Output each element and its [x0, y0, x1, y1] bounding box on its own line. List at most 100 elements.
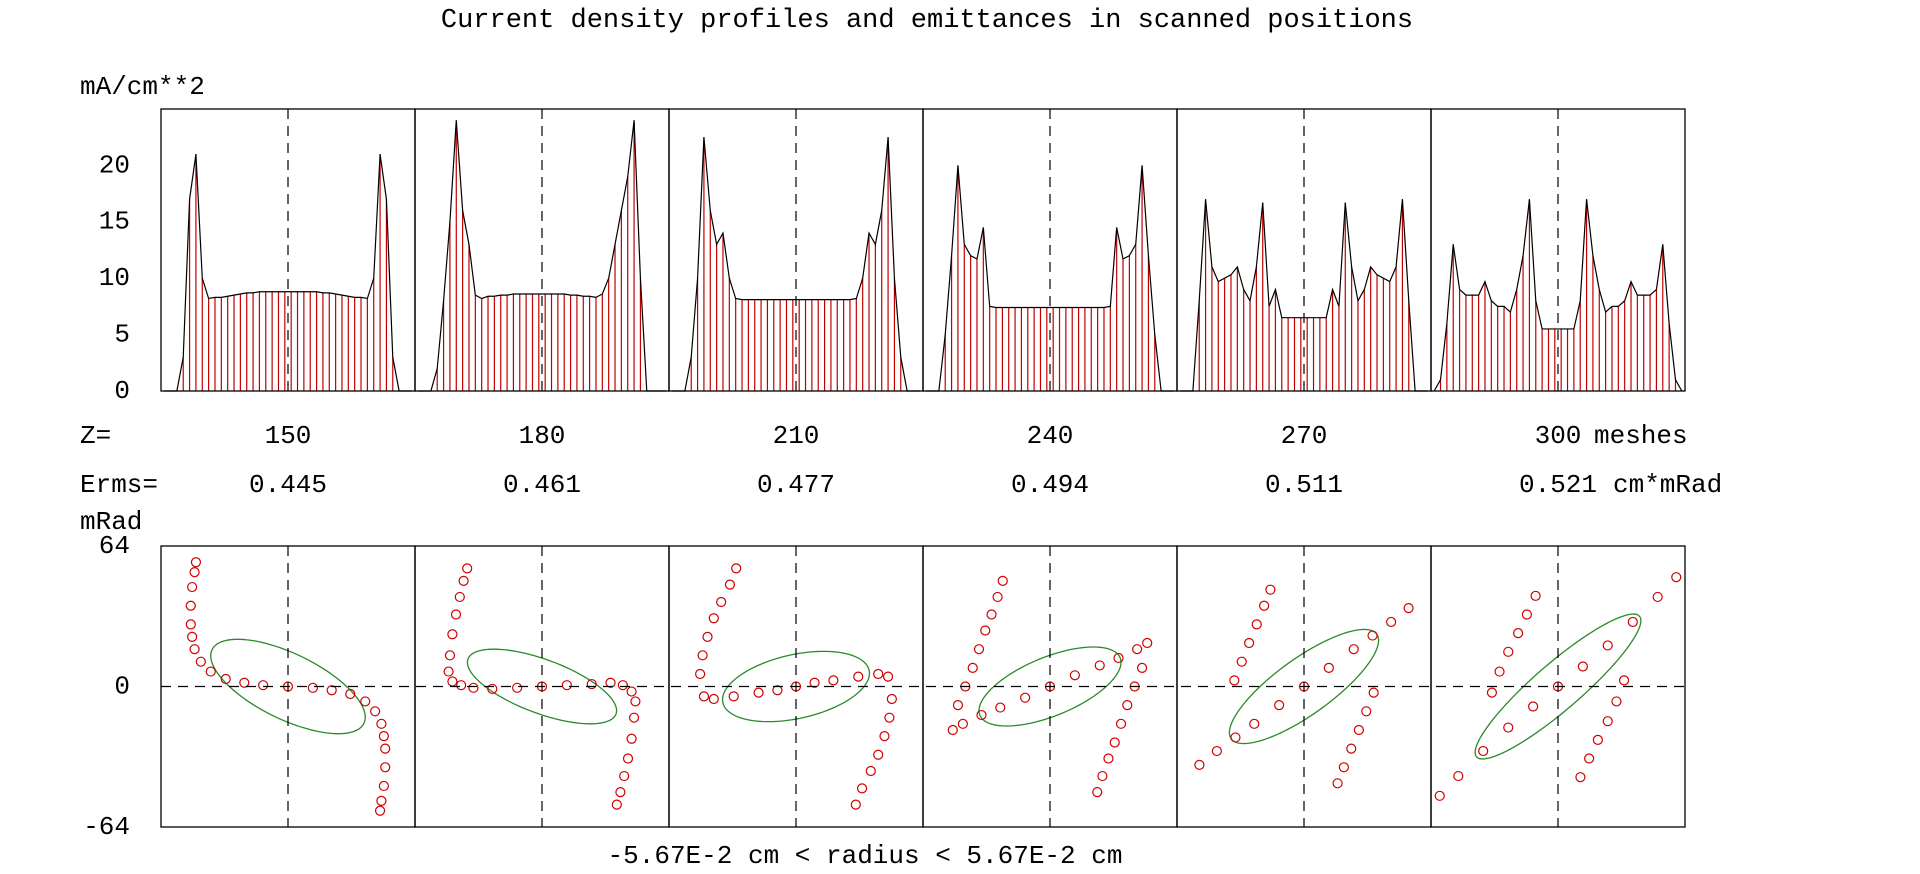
erms-value: 0.511: [1265, 470, 1343, 500]
particle: [1236, 656, 1247, 667]
particle: [454, 591, 465, 603]
particle: [1403, 603, 1414, 614]
particle: [853, 671, 864, 682]
particle: [220, 673, 231, 685]
particle: [630, 696, 641, 707]
particle: [611, 799, 622, 810]
particle: [374, 805, 386, 816]
particle: [1521, 609, 1532, 620]
particle: [1094, 660, 1105, 671]
z-unit: meshes: [1594, 421, 1688, 451]
particle: [462, 563, 473, 574]
particle: [376, 718, 387, 729]
particle: [1592, 734, 1603, 745]
particle: [728, 691, 739, 702]
particle: [380, 743, 391, 754]
particle: [1478, 745, 1489, 757]
particle: [995, 702, 1006, 713]
y-tick-label: 64: [99, 531, 130, 561]
particle: [1671, 572, 1682, 583]
particle: [1229, 675, 1240, 686]
particle: [724, 579, 736, 590]
profile-outline: [1433, 199, 1683, 392]
particle: [1244, 637, 1255, 649]
particle: [1346, 743, 1357, 754]
particle: [865, 765, 876, 777]
particle: [886, 693, 897, 705]
particle: [873, 749, 884, 760]
particle: [986, 609, 997, 620]
particle: [1338, 762, 1349, 773]
particle: [1132, 644, 1143, 655]
particle: [512, 682, 523, 693]
particle: [378, 731, 389, 742]
particle: [376, 795, 387, 806]
y-tick-label: 0: [114, 671, 130, 701]
particle: [187, 631, 198, 642]
particle: [561, 680, 572, 691]
particle: [1353, 724, 1364, 736]
particle: [487, 683, 498, 695]
particle: [1368, 687, 1379, 698]
particle: [708, 693, 719, 705]
particle: [380, 762, 391, 773]
particle: [187, 581, 198, 593]
particle: [1528, 701, 1539, 712]
erms-unit: cm*mRad: [1613, 470, 1722, 500]
particle: [753, 687, 764, 698]
particle: [185, 619, 196, 630]
particle: [1194, 759, 1205, 770]
particle: [1584, 753, 1595, 764]
z-value: 300: [1535, 421, 1582, 451]
particle: [189, 567, 200, 578]
profile-outline: [418, 120, 666, 392]
particle: [1249, 718, 1260, 729]
particle: [1122, 700, 1133, 711]
erms-value: 0.521: [1519, 470, 1597, 500]
emittance-ellipse: [210, 638, 366, 735]
z-label: Z=: [80, 421, 111, 451]
particle: [1259, 600, 1270, 611]
particle: [1602, 640, 1613, 651]
y-tick-label: -64: [83, 812, 130, 842]
erms-value: 0.477: [757, 470, 835, 500]
particle: [326, 685, 337, 696]
particle: [1069, 670, 1080, 681]
particle: [1323, 662, 1334, 673]
particle: [258, 680, 269, 691]
particle: [716, 596, 727, 608]
particle: [1618, 675, 1630, 686]
particle: [443, 666, 454, 677]
emittance-ellipse: [466, 648, 618, 725]
particle: [708, 613, 719, 624]
z-value: 270: [1281, 421, 1328, 451]
y-axis-label: mA/cm**2: [80, 72, 205, 102]
particle: [444, 650, 456, 661]
particle: [622, 753, 634, 764]
z-value: 180: [519, 421, 566, 451]
erms-label: Erms=: [80, 470, 158, 500]
particle: [976, 709, 987, 721]
particle: [1602, 716, 1613, 727]
particle: [884, 712, 895, 723]
particle: [1103, 753, 1114, 764]
particle: [856, 783, 868, 794]
particle: [307, 682, 318, 693]
particle: [1109, 737, 1120, 748]
particle: [205, 666, 216, 677]
particle: [1115, 718, 1127, 729]
chart-title: Current density profiles and emittances …: [441, 6, 1413, 36]
particle: [997, 575, 1008, 587]
z-value: 210: [773, 421, 820, 451]
particle: [1453, 770, 1464, 782]
particle: [973, 644, 985, 655]
particle: [957, 718, 968, 729]
particle: [1092, 786, 1103, 798]
particle: [697, 650, 708, 661]
particle: [615, 786, 626, 798]
emittance-ellipse: [721, 650, 871, 723]
particle: [1142, 637, 1153, 649]
profile-outline: [926, 165, 1174, 392]
emittance-ellipse: [1228, 628, 1380, 745]
particle: [1251, 619, 1262, 630]
